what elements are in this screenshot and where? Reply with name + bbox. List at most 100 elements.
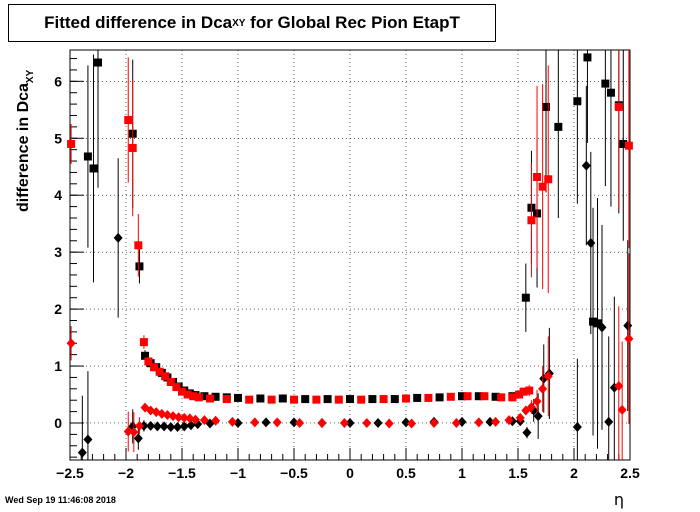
x-tick-label: 0 (346, 465, 354, 481)
data-point-diamond (211, 415, 221, 426)
data-point-diamond (162, 410, 172, 421)
data-point-square (312, 395, 321, 404)
data-point-square (89, 164, 98, 173)
data-point-square (135, 262, 144, 271)
data-point-diamond (66, 338, 76, 349)
data-point-square (267, 395, 276, 404)
data-point-square (189, 392, 198, 401)
data-point-diamond (373, 417, 383, 428)
data-point-square (334, 395, 343, 404)
data-point-diamond (250, 417, 260, 428)
y-axis-label: difference in DcaXY (15, 69, 36, 212)
data-point-square (583, 53, 592, 62)
data-point-square (166, 377, 175, 386)
data-point-diamond (174, 412, 184, 423)
y-tick-label: 1 (54, 358, 62, 374)
data-point-square (290, 395, 298, 404)
data-point-square (601, 79, 610, 88)
data-point-square (589, 317, 598, 326)
data-point-square (525, 386, 534, 395)
data-point-square (463, 392, 472, 401)
data-point-square (178, 387, 186, 396)
data-point-diamond (227, 416, 237, 427)
x-tick-label: −2 (118, 465, 134, 481)
data-point-square (446, 392, 455, 401)
data-point-diamond (401, 417, 411, 428)
data-point-diamond (532, 396, 542, 407)
data-point-diamond (614, 380, 624, 391)
data-point-square (542, 102, 550, 111)
data-point-square (194, 393, 203, 402)
x-tick-label: −0.5 (280, 465, 308, 481)
data-point-diamond (289, 417, 299, 428)
data-point-diamond (185, 413, 195, 424)
data-point-diamond (168, 411, 178, 422)
data-point-square (480, 392, 489, 401)
data-point-square (527, 216, 536, 225)
data-point-diamond (491, 416, 501, 427)
data-point-diamond (157, 408, 167, 419)
data-point-square (211, 392, 220, 401)
y-tick-label: 2 (54, 301, 62, 317)
data-point-square (390, 395, 399, 404)
data-point-square (593, 319, 602, 328)
data-point-square (379, 395, 388, 404)
data-point-square (234, 393, 242, 402)
data-point-diamond (581, 160, 591, 171)
x-axis-label: η (614, 490, 624, 509)
data-point-square (606, 88, 615, 97)
data-point-square (222, 395, 231, 404)
x-tick-label: 2 (570, 465, 578, 481)
y-tick-label: 5 (54, 130, 62, 146)
data-point-square (206, 394, 214, 403)
data-point-diamond (159, 421, 169, 432)
data-point-diamond (407, 418, 417, 429)
data-point-diamond (190, 414, 200, 425)
data-point-square (538, 182, 547, 191)
data-point-square (435, 393, 444, 402)
data-point-square (346, 395, 354, 404)
data-point-square (554, 122, 563, 131)
y-tick-label: 4 (54, 187, 62, 203)
data-point-diamond (113, 232, 123, 243)
data-point-diamond (186, 420, 196, 431)
data-point-square (624, 141, 633, 150)
data-point-diamond (272, 417, 282, 428)
data-point-square (497, 393, 506, 402)
data-point-diamond (533, 411, 543, 422)
chart-title-sub: XY (232, 17, 246, 29)
chart-title-suffix: for Global Rec Pion EtapT (245, 13, 460, 32)
data-point-diamond (526, 402, 536, 413)
data-point-square (200, 392, 209, 401)
data-point-diamond (485, 416, 495, 427)
x-tick-label: 1 (458, 465, 466, 481)
data-point-square (150, 363, 158, 372)
data-point-diamond (515, 412, 525, 423)
data-point-square (424, 393, 433, 402)
data-point-diamond (429, 417, 439, 428)
data-point-square (172, 383, 181, 392)
data-point-diamond (597, 322, 607, 333)
chart-title-prefix: Fitted difference in Dca (44, 13, 233, 32)
x-tick-label: 1.5 (508, 465, 528, 481)
data-point-square (124, 116, 133, 125)
data-point-square (83, 152, 92, 161)
x-tick-label: −1.5 (168, 465, 196, 481)
data-point-square (134, 241, 143, 250)
x-tick-label: −2.5 (56, 465, 84, 481)
data-point-diamond (362, 417, 372, 428)
x-tick-label: 0.5 (396, 465, 416, 481)
data-point-diamond (199, 415, 209, 426)
data-point-square (368, 395, 377, 404)
data-point-diamond (345, 417, 355, 428)
data-point-diamond (604, 416, 614, 427)
data-point-square (619, 139, 628, 148)
data-point-diamond (233, 417, 243, 428)
data-point-diamond (504, 415, 514, 426)
data-point-diamond (586, 238, 596, 249)
timestamp: Wed Sep 19 11:46:08 2018 (5, 495, 116, 505)
data-point-diamond (384, 418, 394, 429)
data-point-diamond (451, 417, 461, 428)
data-point-square (515, 390, 524, 399)
data-point-diamond (261, 417, 271, 428)
